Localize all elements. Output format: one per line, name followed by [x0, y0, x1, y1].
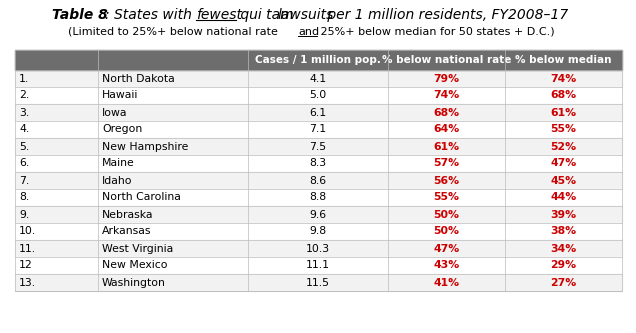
Text: 4.1: 4.1 [310, 74, 326, 84]
Text: Hawaii: Hawaii [102, 91, 139, 101]
Text: 74%: 74% [433, 91, 460, 101]
Text: 55%: 55% [551, 125, 576, 135]
Bar [15, 274, 622, 291]
Text: 50%: 50% [434, 226, 459, 236]
Text: 61%: 61% [434, 142, 460, 152]
Text: 50%: 50% [434, 209, 459, 219]
Text: Idaho: Idaho [102, 175, 132, 185]
Bar [15, 104, 622, 121]
Text: New Mexico: New Mexico [102, 260, 167, 270]
Text: Table 8: Table 8 [52, 8, 107, 22]
Text: Maine: Maine [102, 159, 135, 168]
Text: fewest: fewest [196, 8, 242, 22]
Text: 27%: 27% [550, 277, 577, 287]
Text: 34%: 34% [550, 243, 577, 253]
Text: and: and [298, 27, 319, 37]
Text: lawsuits: lawsuits [278, 8, 335, 22]
Text: : States with: : States with [105, 8, 197, 22]
Text: 38%: 38% [550, 226, 577, 236]
Bar [15, 155, 622, 172]
Text: 6.1: 6.1 [310, 108, 326, 118]
Text: per 1 million residents, FY2008–17: per 1 million residents, FY2008–17 [323, 8, 568, 22]
Text: Cases / 1 million pop.: Cases / 1 million pop. [255, 55, 381, 65]
Text: 3.: 3. [19, 108, 29, 118]
Text: 29%: 29% [550, 260, 577, 270]
Text: 9.6: 9.6 [310, 209, 326, 219]
Bar [15, 257, 622, 274]
Text: 6.: 6. [19, 159, 29, 168]
Text: 61%: 61% [550, 108, 577, 118]
Text: 55%: 55% [434, 192, 459, 202]
Text: Iowa: Iowa [102, 108, 127, 118]
Text: 43%: 43% [433, 260, 460, 270]
Text: 68%: 68% [550, 91, 577, 101]
Bar [15, 206, 622, 223]
Text: 7.: 7. [19, 175, 29, 185]
Text: 41%: 41% [434, 277, 460, 287]
Text: 45%: 45% [550, 175, 577, 185]
Text: North Dakota: North Dakota [102, 74, 175, 84]
Text: 12: 12 [19, 260, 32, 270]
Bar [15, 70, 622, 87]
Bar [15, 189, 622, 206]
Text: 25%+ below median for 50 states + D.C.): 25%+ below median for 50 states + D.C.) [317, 27, 555, 37]
Text: Oregon: Oregon [102, 125, 142, 135]
Text: 2.: 2. [19, 91, 29, 101]
Text: 8.8: 8.8 [310, 192, 326, 202]
Text: 47%: 47% [550, 159, 577, 168]
Text: 5.: 5. [19, 142, 29, 152]
Text: qui tam: qui tam [236, 8, 298, 22]
Text: 1.: 1. [19, 74, 29, 84]
Bar [15, 223, 622, 240]
Text: 4.: 4. [19, 125, 29, 135]
Text: 8.6: 8.6 [310, 175, 326, 185]
Text: Arkansas: Arkansas [102, 226, 151, 236]
Text: % below median: % below median [515, 55, 612, 65]
Text: 74%: 74% [550, 74, 577, 84]
Text: (Limited to 25%+ below national rate: (Limited to 25%+ below national rate [68, 27, 281, 37]
Text: % below national rate: % below national rate [382, 55, 511, 65]
Text: 57%: 57% [434, 159, 460, 168]
Bar [15, 138, 622, 155]
Text: 11.1: 11.1 [306, 260, 330, 270]
Text: 47%: 47% [433, 243, 460, 253]
Bar [15, 172, 622, 189]
Text: 64%: 64% [433, 125, 460, 135]
Bar [15, 240, 622, 257]
Text: North Carolina: North Carolina [102, 192, 181, 202]
Bar [15, 50, 622, 70]
Text: 8.3: 8.3 [310, 159, 326, 168]
Text: 8.: 8. [19, 192, 29, 202]
Text: 9.8: 9.8 [310, 226, 326, 236]
Text: 10.3: 10.3 [306, 243, 330, 253]
Text: 44%: 44% [550, 192, 577, 202]
Text: 5.0: 5.0 [309, 91, 327, 101]
Text: 68%: 68% [434, 108, 460, 118]
Bar [15, 121, 622, 138]
Text: 11.5: 11.5 [306, 277, 330, 287]
Text: West Virginia: West Virginia [102, 243, 173, 253]
Text: 7.1: 7.1 [310, 125, 326, 135]
Text: 10.: 10. [19, 226, 36, 236]
Text: 39%: 39% [550, 209, 577, 219]
Bar [15, 87, 622, 104]
Text: 56%: 56% [434, 175, 460, 185]
Text: Washington: Washington [102, 277, 166, 287]
Text: 11.: 11. [19, 243, 36, 253]
Text: Nebraska: Nebraska [102, 209, 153, 219]
Text: New Hampshire: New Hampshire [102, 142, 188, 152]
Text: 7.5: 7.5 [310, 142, 326, 152]
Text: 13.: 13. [19, 277, 36, 287]
Text: 79%: 79% [434, 74, 460, 84]
Text: 52%: 52% [550, 142, 577, 152]
Text: 9.: 9. [19, 209, 29, 219]
